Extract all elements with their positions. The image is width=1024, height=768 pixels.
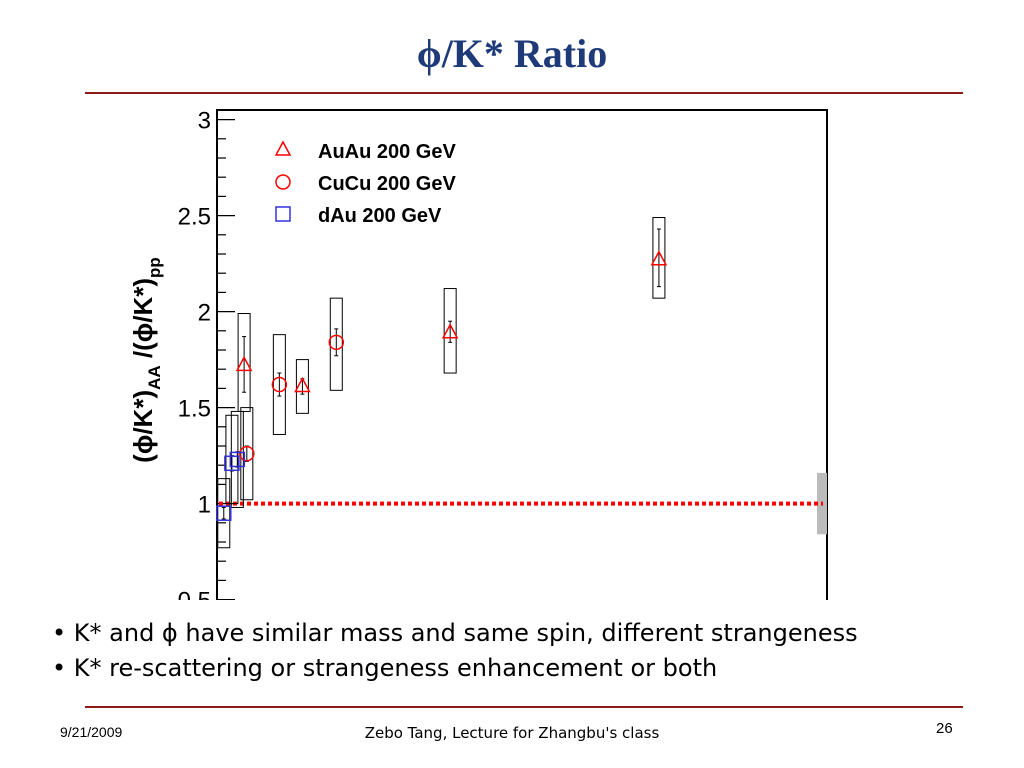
- legend-label: CuCu 200 GeV: [318, 173, 456, 195]
- page-number: 26: [936, 720, 953, 737]
- data-point: [229, 451, 246, 468]
- footer-date: 9/21/2009: [60, 724, 123, 740]
- footer-divider: [85, 706, 963, 708]
- y-tick-label: 3: [198, 108, 211, 135]
- data-point: [239, 445, 255, 462]
- slide-title: ϕ/K* Ratio: [416, 31, 608, 76]
- data-point: [328, 334, 345, 351]
- y-tick-label: 2.5: [178, 204, 211, 231]
- bullet-item: • K* and ϕ have similar mass and same sp…: [52, 619, 858, 647]
- ratio-chart: 0.511.522.53 050100150200250300350400450…: [128, 108, 828, 600]
- sys-error-box: [443, 288, 457, 374]
- footer-caption: Zebo Tang, Lecture for Zhangbu's class: [364, 724, 660, 742]
- data-point: [650, 250, 668, 266]
- sys-error-box: [240, 407, 254, 501]
- y-tick-label: 1: [198, 492, 211, 519]
- legend-marker: [275, 174, 291, 190]
- legend-label: dAu 200 GeV: [318, 205, 442, 227]
- y-tick-label: 2: [198, 300, 211, 327]
- data-point: [216, 505, 232, 521]
- data-point: [271, 376, 288, 393]
- sys-error-box: [237, 313, 251, 412]
- y-tick-label: 0.5: [178, 588, 211, 600]
- legend-label: AuAu 200 GeV: [318, 141, 456, 163]
- bullet-list: • K* and ϕ have similar mass and same sp…: [52, 616, 858, 686]
- data-point: [441, 323, 459, 339]
- sys-error-box: [295, 359, 309, 414]
- plot-frame: [216, 109, 828, 600]
- y-axis-label: (ϕ/K*)AA /(ϕ/K*)pp: [128, 257, 164, 463]
- sys-error-box: [272, 334, 286, 435]
- y-axis: 0.5 1 1.5 2 2.5 3: [178, 108, 235, 600]
- sys-error-box: [225, 414, 239, 505]
- bullet-item: • K* re-scattering or strangeness enhanc…: [52, 654, 718, 682]
- sys-error-box: [217, 478, 231, 549]
- data-point: [224, 455, 240, 472]
- legend-marker: [274, 140, 292, 156]
- sys-error-box: [652, 217, 666, 299]
- legend: AuAu 200 GeV CuCu 200 GeV dAu 200 GeV: [274, 140, 456, 227]
- title-divider: [85, 92, 963, 94]
- y-tick-label: 1.5: [178, 396, 211, 423]
- data-point: [294, 376, 311, 393]
- legend-marker: [275, 206, 291, 222]
- data-point: [235, 355, 253, 372]
